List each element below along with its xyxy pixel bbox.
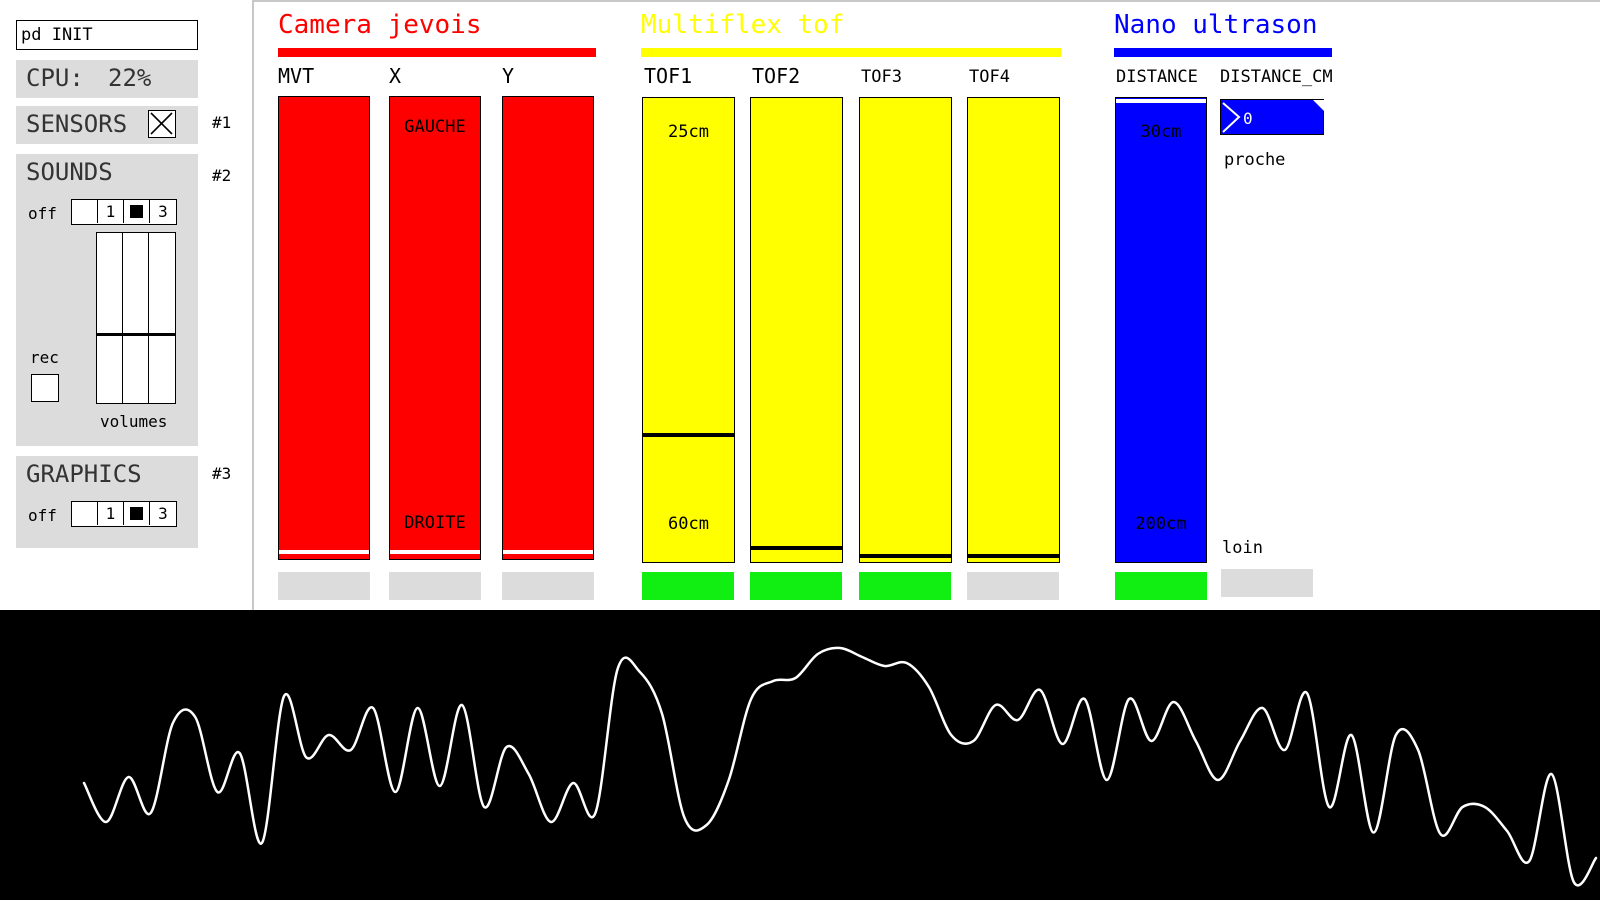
volume-slider-3-handle[interactable] (149, 333, 175, 336)
distance-bar-top-text: 30cm (1140, 122, 1182, 142)
sounds-radio[interactable]: 1 3 (71, 199, 177, 225)
sounds-radio-2[interactable] (124, 200, 150, 223)
tof-bar-2-level (751, 546, 842, 550)
rec-toggle[interactable] (31, 374, 59, 402)
volume-slider-1-handle[interactable] (97, 333, 123, 336)
tof-bar-2[interactable] (750, 97, 843, 563)
volume-slider-2-handle[interactable] (123, 333, 149, 336)
rec-label: rec (30, 348, 59, 367)
nano-section-title: Nano ultrason (1114, 10, 1318, 40)
tof-indicator-3 (859, 572, 951, 600)
camera-bar-y-level (503, 550, 593, 554)
distance-cm-value: 0 (1243, 109, 1253, 128)
graphics-off-label: off (28, 506, 57, 525)
camera-indicator-mvt (278, 572, 370, 600)
multiflex-section-title: Multiflex tof (641, 10, 845, 40)
cpu-box: CPU: 22% (16, 60, 198, 98)
camera-bar-x-bottom-text: DROITE (404, 513, 466, 533)
tof-indicator-4 (967, 572, 1059, 600)
tof-bar-3-level (860, 554, 951, 558)
sounds-radio-0[interactable] (72, 200, 98, 223)
tof-label-4: TOF4 (969, 67, 1010, 87)
loin-indicator (1221, 569, 1313, 597)
tof-bar-4-level (968, 554, 1059, 558)
camera-indicator-y (502, 572, 594, 600)
sensors-tag: #1 (212, 113, 232, 132)
sensors-box: SENSORS (16, 106, 198, 144)
volume-slider-2[interactable] (122, 232, 150, 404)
distance-cm-label: DISTANCE_CM (1220, 67, 1333, 87)
camera-indicator-x (389, 572, 481, 600)
distance-indicator (1115, 572, 1207, 600)
init-message-box[interactable]: pd INIT (16, 20, 198, 50)
camera-bar-x-top-text: GAUCHE (404, 117, 466, 137)
camera-bar-y[interactable] (502, 96, 594, 560)
tof-bar-1-bottom-text: 60cm (668, 514, 709, 534)
tof-indicator-1 (642, 572, 734, 600)
cpu-label: CPU: (26, 64, 84, 92)
camera-label-y: Y (502, 64, 515, 88)
camera-section-title: Camera jevois (278, 10, 482, 40)
camera-label-mvt: MVT (278, 64, 315, 88)
graphics-label: GRAPHICS (26, 460, 142, 488)
sounds-radio-3[interactable]: 3 (158, 202, 168, 221)
tof-label-3: TOF3 (861, 67, 902, 87)
camera-label-x: X (389, 64, 402, 88)
camera-bar-x-level (390, 550, 480, 554)
distance-cm-number-box[interactable]: 0 (1220, 99, 1325, 135)
volumes-label: volumes (100, 412, 168, 431)
sensors-label: SENSORS (26, 110, 128, 138)
tof-label-1: TOF1 (644, 64, 693, 88)
multiflex-underline (641, 48, 1061, 57)
camera-bar-mvt[interactable] (278, 96, 370, 560)
proche-label: proche (1224, 150, 1286, 170)
graphics-radio-1[interactable]: 1 (98, 502, 124, 525)
waveform-svg (82, 646, 1598, 887)
tof-bar-4[interactable] (967, 97, 1060, 563)
waveform-line (82, 646, 1598, 887)
graphics-radio-3[interactable]: 3 (158, 504, 168, 523)
sounds-box: SOUNDS off 1 3 rec volumes (16, 154, 198, 446)
number-box-arrow-icon (1222, 100, 1325, 133)
graphics-radio-0[interactable] (72, 502, 98, 525)
tof-bar-3[interactable] (859, 97, 952, 563)
toggle-x-icon (150, 112, 173, 135)
nano-underline (1114, 48, 1332, 57)
tof-indicator-2 (750, 572, 842, 600)
camera-bar-x[interactable]: GAUCHE DROITE (389, 96, 481, 560)
camera-bar-mvt-level (279, 550, 369, 554)
graphics-radio-2[interactable] (124, 502, 150, 525)
distance-bar[interactable]: 30cm 200cm (1115, 97, 1207, 563)
cpu-value: 22% (108, 64, 152, 92)
volume-slider-1[interactable] (96, 232, 124, 404)
distance-bar-level (1116, 99, 1206, 103)
sounds-off-label: off (28, 204, 57, 223)
tof-bar-1-level (643, 433, 734, 437)
waveform-display (0, 610, 1600, 900)
graphics-tag: #3 (212, 464, 232, 483)
distance-bar-bottom-text: 200cm (1135, 514, 1187, 534)
sounds-tag: #2 (212, 166, 232, 185)
top-divider (254, 0, 1600, 2)
sounds-label: SOUNDS (26, 158, 113, 186)
graphics-radio[interactable]: 1 3 (71, 501, 177, 527)
vertical-divider (252, 0, 254, 610)
distance-label: DISTANCE (1116, 67, 1198, 87)
tof-bar-1[interactable]: 25cm 60cm (642, 97, 735, 563)
sensors-toggle[interactable] (148, 110, 176, 138)
tof-label-2: TOF2 (752, 64, 801, 88)
graphics-box: GRAPHICS off 1 3 (16, 456, 198, 548)
sounds-radio-1[interactable]: 1 (98, 200, 124, 223)
loin-label: loin (1222, 538, 1263, 558)
volume-slider-3[interactable] (148, 232, 176, 404)
tof-bar-1-top-text: 25cm (668, 122, 709, 142)
camera-underline (278, 48, 596, 57)
